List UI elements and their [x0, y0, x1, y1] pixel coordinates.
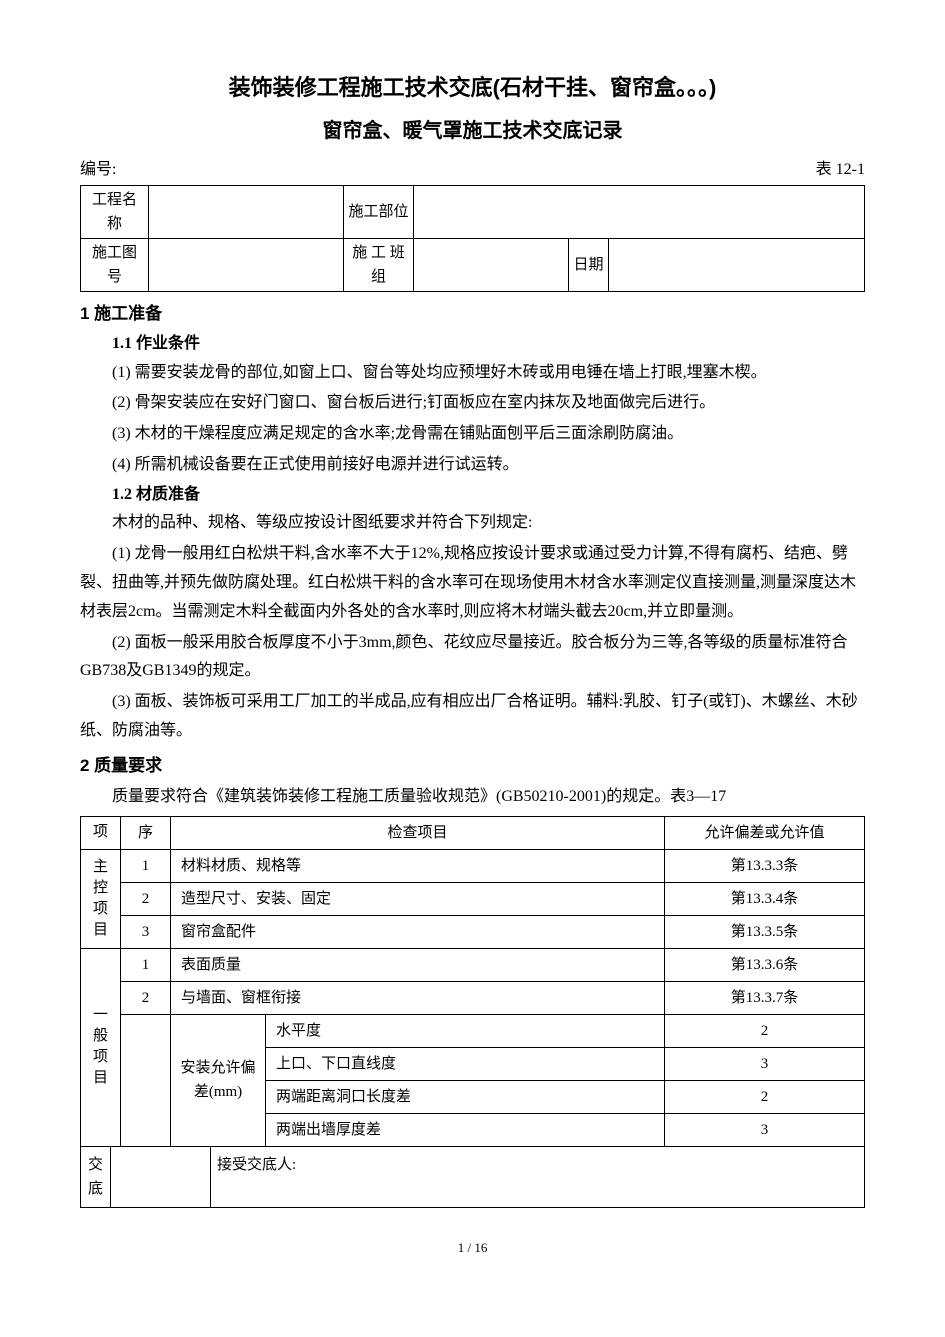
- info-cell-part-value: [414, 185, 865, 238]
- section-1-2-heading: 1.2 材质准备: [80, 482, 865, 508]
- info-table: 工程名称 施工部位 施工图号 施 工 班组 日期: [80, 185, 865, 292]
- page-number: 1 / 16: [80, 1238, 865, 1259]
- quality-header-row: 项 序 检查项目 允许偏差或允许值: [81, 816, 865, 849]
- g2-row1: 一般项目 1 表面质量 第13.3.6条: [81, 948, 865, 981]
- g1-r3-seq: 3: [121, 915, 171, 948]
- bottom-table: 交底 接受交底人:: [80, 1147, 865, 1208]
- g2-sub-row1: 安装允许偏差(mm) 水平度 2: [81, 1014, 865, 1047]
- bianhao-label: 编号:: [80, 157, 116, 183]
- s1-1-p3: (3) 木材的干燥程度应满足规定的含水率;龙骨需在铺贴面刨平后三面涂刷防腐油。: [80, 420, 865, 449]
- g2-label: 一般项目: [81, 948, 121, 1146]
- s1-2-p0: 木材的品种、规格、等级应按设计图纸要求并符合下列规定:: [80, 509, 865, 538]
- g2-r1-val: 第13.3.6条: [665, 948, 865, 981]
- info-cell-drawing-label: 施工图号: [81, 238, 149, 291]
- bottom-left-label: 交底: [81, 1147, 111, 1208]
- g2-sub-label: 安装允许偏差(mm): [171, 1014, 266, 1146]
- s1-2-p3: (3) 面板、装饰板可采用工厂加工的半成品,应有相应出厂合格证明。辅料:乳胶、钉…: [80, 688, 865, 746]
- quality-table: 项 序 检查项目 允许偏差或允许值 主控项目 1 材料材质、规格等 第13.3.…: [80, 816, 865, 1147]
- s1-1-p4: (4) 所需机械设备要在正式使用前接好电源并进行试运转。: [80, 451, 865, 480]
- qh-c3: 检查项目: [171, 816, 665, 849]
- g2-sub-r2-item: 上口、下口直线度: [266, 1047, 665, 1080]
- g2-row2: 2 与墙面、窗框衔接 第13.3.7条: [81, 981, 865, 1014]
- s2-p1: 质量要求符合《建筑装饰装修工程施工质量验收规范》(GB50210-2001)的规…: [80, 783, 865, 812]
- s1-1-p2: (2) 骨架安装应在安好门窗口、窗台板后进行;钉面板应在室内抹灰及地面做完后进行…: [80, 389, 865, 418]
- info-cell-team-label: 施 工 班组: [344, 238, 414, 291]
- page-total: 16: [474, 1240, 487, 1255]
- info-cell-part-label: 施工部位: [344, 185, 414, 238]
- g2-r2-item: 与墙面、窗框衔接: [171, 981, 665, 1014]
- qh-c4: 允许偏差或允许值: [665, 816, 865, 849]
- s1-2-p1: (1) 龙骨一般用红白松烘干料,含水率不大于12%,规格应按设计要求或通过受力计…: [80, 540, 865, 626]
- g1-row1: 主控项目 1 材料材质、规格等 第13.3.3条: [81, 849, 865, 882]
- info-cell-proj-name-value: [149, 185, 344, 238]
- g1-row3: 3 窗帘盒配件 第13.3.5条: [81, 915, 865, 948]
- g2-sub-r4-val: 3: [665, 1113, 865, 1146]
- g1-r2-item: 造型尺寸、安装、固定: [171, 882, 665, 915]
- info-cell-team-value: [414, 238, 569, 291]
- g2-sub-r2-val: 3: [665, 1047, 865, 1080]
- document-main-title: 装饰装修工程施工技术交底(石材干挂、窗帘盒。。。): [80, 70, 865, 105]
- info-row-2: 施工图号 施 工 班组 日期: [81, 238, 865, 291]
- info-cell-date-label: 日期: [569, 238, 609, 291]
- s1-2-p2: (2) 面板一般采用胶合板厚度不小于3mm,颜色、花纹应尽量接近。胶合板分为三等…: [80, 629, 865, 687]
- qh-c1: 项: [81, 816, 121, 849]
- s1-1-p1: (1) 需要安装龙骨的部位,如窗上口、窗台等处均应预埋好木砖或用电锤在墙上打眼,…: [80, 359, 865, 388]
- g2-sub-r3-val: 2: [665, 1080, 865, 1113]
- table-number: 表 12-1: [816, 157, 865, 183]
- section-1-heading: 1 施工准备: [80, 300, 865, 327]
- g2-sub-seq-blank: [121, 1014, 171, 1146]
- g1-r2-val: 第13.3.4条: [665, 882, 865, 915]
- bottom-right-label: 接受交底人:: [211, 1147, 865, 1208]
- header-line: 编号: 表 12-1: [80, 157, 865, 183]
- g2-sub-r3-item: 两端距离洞口长度差: [266, 1080, 665, 1113]
- g1-r3-item: 窗帘盒配件: [171, 915, 665, 948]
- section-1-1-heading: 1.1 作业条件: [80, 331, 865, 357]
- g2-r1-item: 表面质量: [171, 948, 665, 981]
- g1-r1-val: 第13.3.3条: [665, 849, 865, 882]
- document-sub-title: 窗帘盒、暖气罩施工技术交底记录: [80, 115, 865, 147]
- g2-r1-seq: 1: [121, 948, 171, 981]
- g2-r2-val: 第13.3.7条: [665, 981, 865, 1014]
- bottom-left-value: [111, 1147, 211, 1208]
- info-cell-proj-name-label: 工程名称: [81, 185, 149, 238]
- g2-r2-seq: 2: [121, 981, 171, 1014]
- info-cell-drawing-value: [149, 238, 344, 291]
- g2-sub-r1-val: 2: [665, 1014, 865, 1047]
- g1-r1-item: 材料材质、规格等: [171, 849, 665, 882]
- g2-sub-r4-item: 两端出墙厚度差: [266, 1113, 665, 1146]
- g1-r1-seq: 1: [121, 849, 171, 882]
- g1-row2: 2 造型尺寸、安装、固定 第13.3.4条: [81, 882, 865, 915]
- g1-label: 主控项目: [81, 849, 121, 948]
- g2-sub-r1-item: 水平度: [266, 1014, 665, 1047]
- page-sep: /: [464, 1240, 474, 1255]
- g1-r2-seq: 2: [121, 882, 171, 915]
- info-cell-date-value: [609, 238, 865, 291]
- g1-r3-val: 第13.3.5条: [665, 915, 865, 948]
- info-row-1: 工程名称 施工部位: [81, 185, 865, 238]
- section-2-heading: 2 质量要求: [80, 752, 865, 779]
- qh-c2: 序: [121, 816, 171, 849]
